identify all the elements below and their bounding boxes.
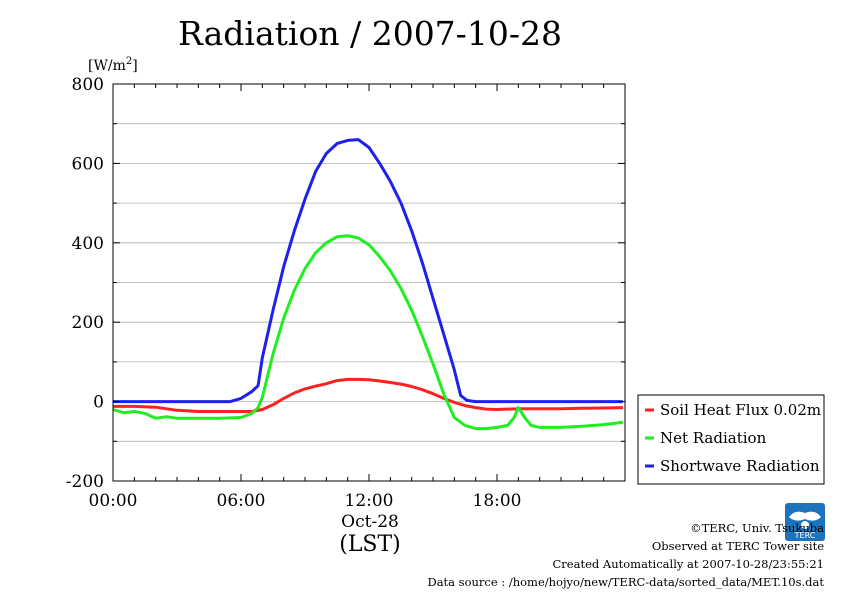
terc-logo: TERC	[785, 503, 825, 541]
observation-site-text: Observed at TERC Tower site	[651, 539, 824, 553]
x-tick-label: 12:00	[345, 491, 394, 511]
grid-lines	[113, 123, 625, 442]
y-tick-label: 0	[93, 393, 104, 413]
legend: Soil Heat Flux 0.02m Net Radiation Shortwa…	[637, 394, 825, 485]
series-line	[113, 138, 623, 404]
copyright-text: ©TERC, Univ. Tsukuba	[690, 521, 824, 535]
y-axis-unit-label: [W/m2]	[88, 56, 138, 74]
x-axis-date-label: Oct-28	[341, 512, 399, 532]
y-tick-label: 200	[72, 313, 104, 333]
x-tick-label: 18:00	[473, 491, 522, 511]
y-tick-label: 400	[72, 234, 104, 254]
x-axis-ticks: 00:00 06:00 12:00 18:00	[89, 84, 626, 511]
legend-label: Soil Heat Flux 0.02m	[660, 401, 821, 419]
series-line	[112, 234, 624, 431]
logo-text: TERC	[794, 531, 816, 540]
y-tick-label: 800	[72, 75, 104, 95]
x-axis-label: (LST)	[339, 532, 401, 557]
series-line	[113, 377, 623, 413]
logo-drop-icon	[801, 521, 809, 529]
y-tick-label: -200	[66, 472, 104, 492]
series-lines	[112, 138, 624, 431]
data-source-text: Data source : /home/hojyo/new/TERC-data/…	[427, 575, 824, 589]
legend-label: Net Radiation	[660, 429, 767, 447]
y-axis-ticks: -200 0 200 400 600 800	[66, 75, 625, 492]
logo-wave-icon	[789, 511, 821, 521]
y-tick-label: 600	[72, 154, 104, 174]
legend-label: Shortwave Radiation	[660, 457, 820, 475]
legend-box	[637, 394, 825, 485]
x-tick-label: 00:00	[89, 491, 138, 511]
chart-title: Radiation / 2007-10-28	[178, 14, 562, 53]
x-tick-label: 06:00	[217, 491, 266, 511]
created-timestamp-text: Created Automatically at 2007-10-28/23:5…	[552, 557, 825, 571]
